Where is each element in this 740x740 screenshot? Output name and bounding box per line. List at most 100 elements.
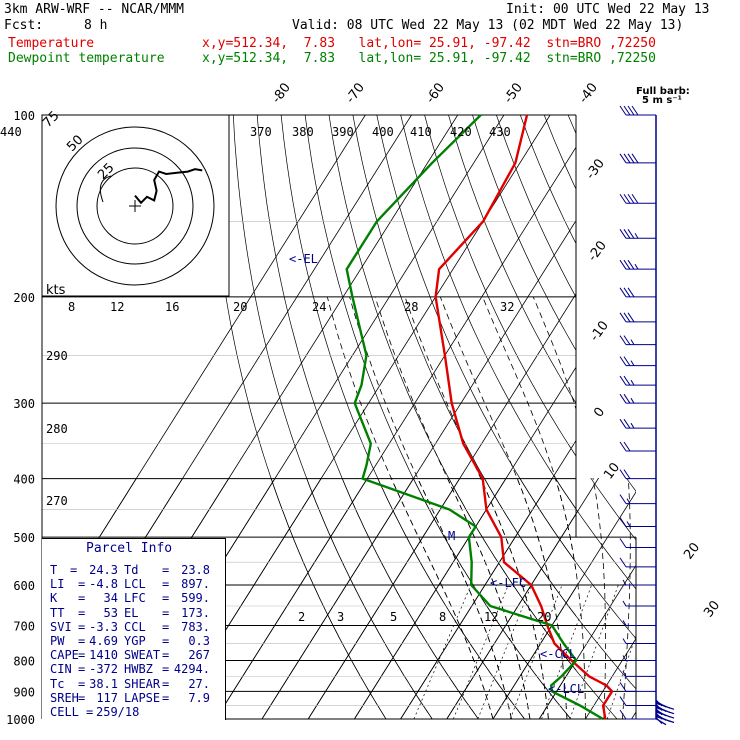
- wind-barb-full: [627, 312, 635, 323]
- moist-adiabat: [591, 297, 630, 719]
- wind-barb-full: [623, 193, 631, 204]
- lcl-level-label: <-LCL: [548, 682, 584, 696]
- theta-left-label: 280: [46, 422, 68, 436]
- wind-barb-full: [619, 682, 627, 692]
- wind-barb-full: [619, 335, 627, 345]
- dry-adiabat: [232, 115, 433, 719]
- wind-barb-full: [619, 494, 627, 504]
- parcel-equals-sign: =: [78, 662, 86, 677]
- wind-barb-half: [630, 422, 635, 429]
- mixing-ratio-line: [541, 584, 592, 719]
- wind-barb: [619, 312, 656, 323]
- wind-barb-full: [623, 469, 631, 479]
- parcel-info-row: CIN -372 HWBZ 4294. = =: [50, 662, 225, 676]
- wind-barb: [619, 494, 656, 505]
- dry-adiabat: [592, 115, 740, 732]
- parcel-equals-sign: =: [78, 605, 86, 620]
- parcel-param-name: SHEAR: [124, 676, 161, 691]
- dry-adiabat: [376, 115, 576, 563]
- parcel-param-name: K: [50, 591, 58, 606]
- isotherm-label: -20: [585, 238, 610, 264]
- dry-adiabat: [616, 115, 740, 732]
- moist-adiabat: [622, 478, 631, 719]
- wind-barb-half: [622, 638, 627, 644]
- wind-barb-full: [619, 517, 627, 527]
- parcel-param-value: -372: [89, 662, 118, 677]
- parcel-equals-sign: =: [78, 634, 86, 648]
- valid-time: Valid: 08 UTC Wed 22 May 13 (02 MDT Wed …: [292, 18, 684, 33]
- parcel-info-row: LI -4.8 LCL 897. = =: [50, 577, 225, 591]
- parcel-param-value: 783.: [181, 619, 210, 634]
- isotherm: [169, 478, 322, 719]
- wind-barb: [619, 469, 656, 480]
- mixing-ratio-label: 8: [68, 300, 75, 314]
- mixing-ratio-low-label: 20: [537, 610, 551, 624]
- wind-barb-half: [634, 233, 639, 239]
- parcel-info-row: SREH 117 LAPSE 7.9 = =: [50, 691, 225, 705]
- parcel-param-name: SREH: [50, 690, 79, 705]
- isotherm: [632, 115, 740, 719]
- dewpoint-profile: [345, 114, 604, 721]
- dry-adiabat: [306, 478, 433, 719]
- mixing-ratio-label: 12: [110, 300, 124, 314]
- dry-adiabat: [640, 115, 740, 732]
- theta-label: 410: [410, 125, 432, 139]
- parcel-equals-sign: =: [78, 619, 86, 634]
- wind-barb-full: [623, 229, 631, 239]
- parcel-param-value: 38.1: [89, 676, 118, 691]
- wind-barb-half: [622, 620, 627, 626]
- parcel-param-name: SVI: [50, 619, 72, 634]
- mixing-ratio-low-label: 2: [298, 610, 305, 624]
- wind-barb-full: [619, 356, 627, 366]
- dry-adiabat: [483, 478, 636, 690]
- theta-left-label: 270: [46, 494, 68, 508]
- wind-barb-full: [623, 356, 631, 366]
- dry-adiabat: [448, 478, 618, 719]
- isotherm: [724, 115, 740, 719]
- isotherm: [307, 478, 461, 719]
- wind-barb: [622, 579, 656, 586]
- parcel-equals-sign: =: [162, 690, 170, 705]
- parcel-param-value: 1410: [89, 648, 118, 663]
- isotherm: [446, 478, 600, 719]
- parcel-equals-sign: =: [162, 577, 170, 592]
- isotherm: [400, 478, 553, 719]
- wind-barb-full: [619, 557, 627, 568]
- wind-barb-full: [627, 105, 635, 116]
- pressure-tick-label: 500: [13, 531, 35, 545]
- wind-barb-full: [619, 153, 627, 164]
- parcel-param-value: 267: [188, 648, 210, 663]
- isotherm: [678, 115, 740, 719]
- wind-barb-half: [634, 263, 639, 270]
- wind-barb-full: [623, 259, 631, 270]
- parcel-param-name: LI: [50, 577, 65, 592]
- theta-left-label: 290: [46, 349, 68, 363]
- moist-adiabat: [374, 296, 531, 719]
- wind-barb-full: [619, 259, 627, 270]
- dry-adiabat: [688, 115, 740, 732]
- wind-barb: [619, 696, 656, 707]
- wind-barb: [619, 356, 656, 367]
- wind-barb: [622, 620, 656, 626]
- parcel-param-value: 34: [103, 591, 118, 606]
- parcel-equals-sign: =: [162, 591, 170, 606]
- dry-adiabat: [270, 478, 387, 719]
- parcel-param-value: 117: [96, 690, 118, 705]
- dry-adiabat: [377, 478, 526, 719]
- parcel-param-value: 4294.: [173, 662, 210, 677]
- mixing-ratio-line: [413, 584, 472, 719]
- wind-barb-full: [627, 287, 635, 298]
- pressure-tick-label: 400: [13, 473, 35, 487]
- profile-layer: [345, 114, 614, 721]
- mixing-ratio-line: [509, 584, 563, 719]
- hodograph-ring: [55, 126, 215, 286]
- wind-barb-full: [623, 441, 631, 452]
- isotherm-label: -30: [583, 156, 608, 182]
- pressure-tick-label: 200: [13, 291, 35, 305]
- isotherm: [678, 115, 740, 719]
- dewpoint-legend: Dewpoint temperature: [8, 51, 165, 66]
- isotherm: [492, 491, 636, 719]
- parcel-param-value: 23.8: [181, 563, 210, 577]
- ccl-level-label: <-CCL: [540, 647, 576, 661]
- hodograph-ring: [76, 147, 194, 265]
